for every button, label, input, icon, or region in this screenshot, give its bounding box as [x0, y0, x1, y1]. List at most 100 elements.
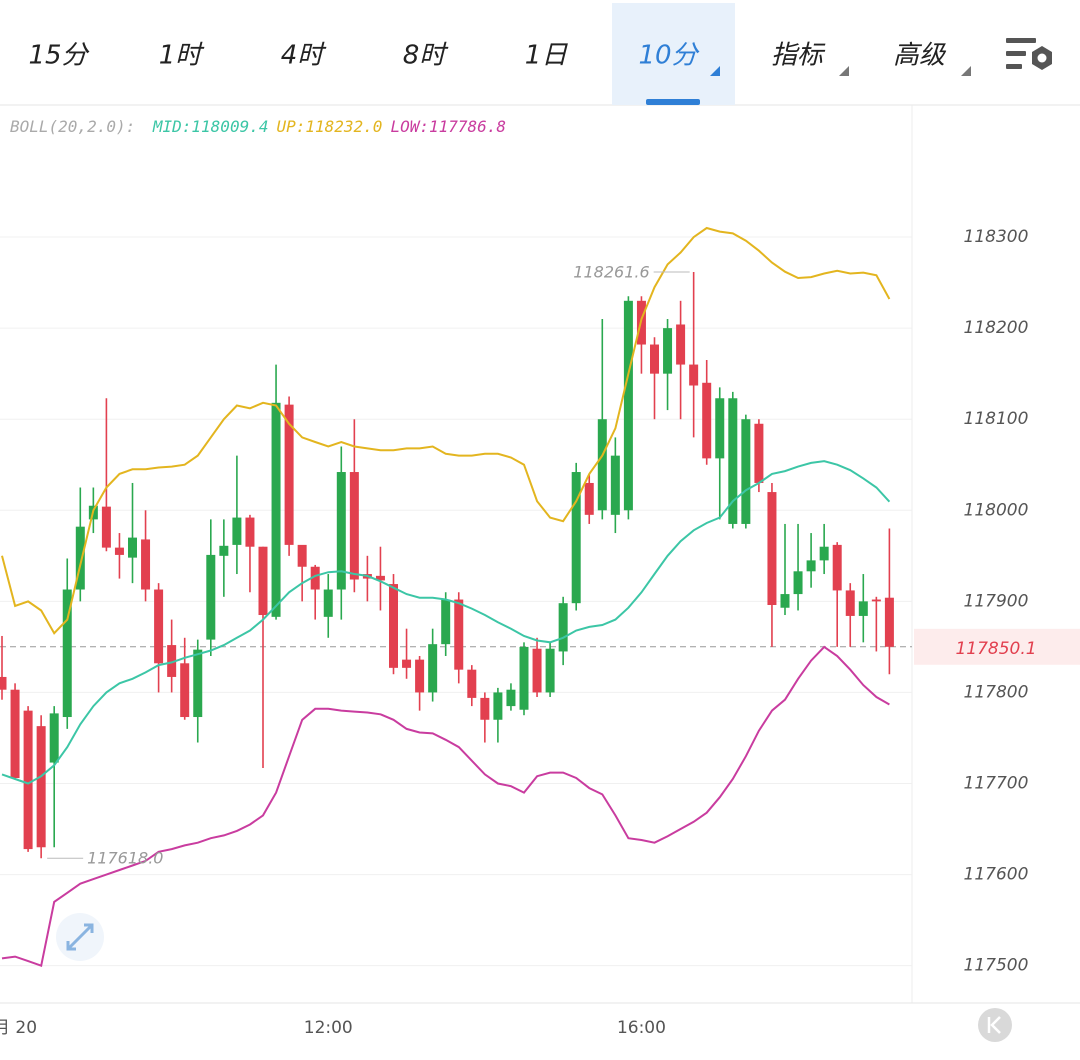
candle-body [206, 554, 216, 640]
candle-body [780, 594, 790, 608]
annotation-label: 118261.6 [573, 263, 649, 282]
candle-body [180, 663, 190, 718]
dropdown-arrow [839, 66, 849, 76]
expand-button[interactable] [56, 913, 104, 961]
boll-line [1, 645, 890, 968]
annotation-label: 117618.0 [87, 849, 163, 868]
candle-body [480, 697, 490, 720]
indicator-legend: BOLL(20,2.0): MID:118009.4 UP:118232.0 LOW… [10, 117, 506, 136]
x-tick-label: 16:00 [617, 1018, 666, 1038]
y-tick-label: 117500 [964, 956, 1029, 976]
tab-label[interactable]: 1日 [525, 41, 569, 71]
candle-body [232, 517, 242, 545]
candle-body [467, 669, 477, 698]
candle-body [193, 649, 203, 718]
candle-body [793, 571, 803, 595]
tab-label[interactable]: 1时 [159, 41, 206, 71]
y-tick-label: 118200 [964, 318, 1029, 338]
candle-body [819, 546, 829, 561]
candle-body [284, 404, 294, 545]
boll-line [1, 226, 891, 635]
candle-body [75, 526, 85, 590]
candle-body [375, 575, 385, 581]
candle-body [219, 545, 229, 556]
candle-body [676, 324, 686, 365]
candle-body [571, 472, 581, 604]
boll-line [1, 460, 891, 785]
candle-body [258, 546, 268, 616]
dropdown-arrow [961, 66, 971, 76]
y-tick-label: 118100 [964, 409, 1029, 429]
tab-label[interactable]: 指标 [771, 41, 826, 71]
tab-label[interactable]: 8时 [403, 41, 450, 71]
candle-body [428, 644, 438, 693]
candle-body [858, 601, 868, 616]
candle-body [871, 599, 881, 602]
candle-body [49, 713, 59, 763]
candle-body [715, 398, 725, 459]
candle-body [415, 659, 425, 693]
x-tick-label: 12:00 [304, 1018, 353, 1038]
y-tick-label: 117700 [964, 774, 1029, 794]
active-tab-indicator [646, 99, 700, 105]
candle-body [349, 472, 359, 580]
candle-body [650, 344, 659, 374]
active-tab-bg [612, 3, 735, 105]
legend-entry: LOW:117786.8 [390, 117, 506, 136]
candle-body [493, 692, 503, 720]
candle-body [297, 544, 307, 567]
candle-body [689, 364, 699, 386]
candle-body [767, 492, 777, 606]
candle-body [154, 589, 164, 664]
settings-icon[interactable] [1006, 38, 1052, 70]
candle-body [663, 328, 673, 374]
indicator-title: BOLL(20,2.0): [10, 117, 135, 136]
candle-body [754, 423, 764, 483]
candle-body [310, 566, 320, 590]
candle-body [584, 482, 594, 515]
candle-body [610, 455, 620, 515]
candle-body [167, 645, 177, 677]
candle-body [245, 517, 255, 547]
candle-body [545, 648, 555, 693]
legend-entry: MID:118009.4 [152, 117, 269, 136]
candle-body [728, 398, 738, 524]
candle-body [271, 402, 281, 617]
candle-body [532, 648, 542, 693]
candle-body [832, 544, 842, 591]
candle-body [10, 689, 20, 779]
candle-body [114, 547, 124, 555]
candle-body [62, 589, 72, 718]
y-tick-label: 117800 [964, 682, 1029, 702]
candle-body [23, 710, 33, 850]
candle-body [0, 676, 7, 690]
plot-area [0, 226, 912, 968]
candle-body [519, 646, 529, 710]
scroll-end-button[interactable] [978, 1008, 1012, 1042]
current-price-label: 117850.1 [955, 639, 1036, 659]
candle-body [441, 599, 451, 645]
x-tick-label: 月 20 [0, 1018, 37, 1038]
y-tick-label: 117900 [964, 591, 1029, 611]
tab-label[interactable]: 10分 [638, 41, 699, 71]
candle-body [884, 597, 894, 647]
candle-body [558, 603, 568, 652]
legend-entry: UP:118232.0 [276, 117, 382, 136]
candle-body [36, 726, 46, 848]
y-tick-label: 117600 [964, 865, 1029, 885]
candle-body [101, 506, 111, 548]
candle-body [389, 584, 398, 668]
tab-label[interactable]: 15分 [28, 41, 89, 71]
candle-body [336, 472, 346, 590]
tab-label[interactable]: 高级 [893, 41, 947, 71]
candle-body [845, 590, 855, 616]
candle-body [597, 419, 607, 511]
dropdown-arrow [710, 66, 720, 76]
y-tick-label: 118300 [964, 227, 1029, 247]
candle-body [454, 599, 464, 670]
tab-label[interactable]: 4时 [281, 41, 328, 71]
candle-body [702, 382, 712, 459]
current-price-box [914, 628, 1080, 665]
